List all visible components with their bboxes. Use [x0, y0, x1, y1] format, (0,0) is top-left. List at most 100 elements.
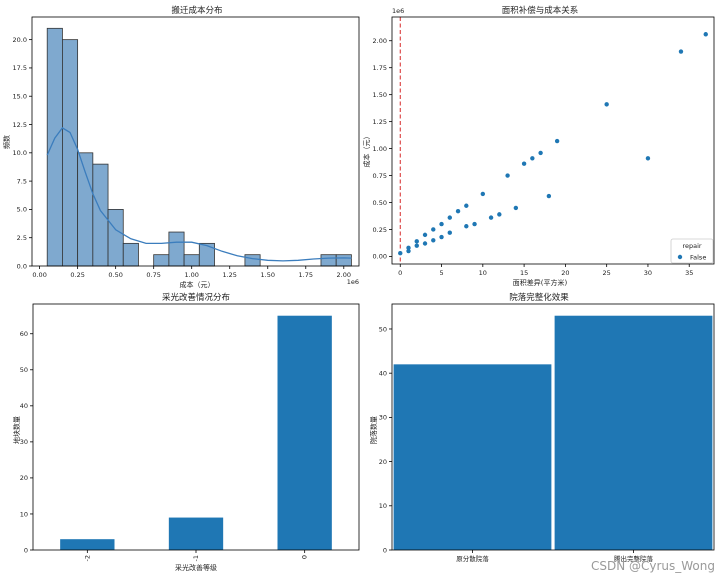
- y-tick-label: 20: [20, 474, 28, 482]
- scatter-point: [422, 232, 428, 238]
- x-tick-label: 25: [603, 269, 611, 277]
- scatter-point: [497, 212, 502, 217]
- scatter-point: [439, 221, 444, 227]
- x-tick-label: 0.00: [32, 271, 46, 279]
- x-axis-label: 采光改善等级: [175, 563, 217, 572]
- histogram-bar: [107, 209, 124, 267]
- scatter-point: [464, 203, 469, 208]
- y-axis-label: 成本（元）: [362, 133, 371, 168]
- legend-marker: [677, 254, 683, 260]
- y-tick-label: 1.75: [373, 64, 387, 72]
- y-axis-label: 院落数量: [369, 416, 378, 444]
- scatter-point: [505, 173, 510, 178]
- histogram-bar: [198, 242, 215, 267]
- y-tick-label: 1.00: [373, 145, 387, 153]
- scatter-point: [513, 205, 519, 211]
- x-tick-label: 1.75: [299, 271, 313, 279]
- x-tick-label: 0.75: [146, 271, 160, 279]
- bar: [60, 539, 115, 550]
- histogram-bar: [244, 254, 261, 267]
- histogram-bar: [153, 254, 170, 267]
- scatter-point: [530, 156, 535, 161]
- y-tick-label: 40: [379, 369, 387, 377]
- y-tick-label: 0: [24, 546, 28, 554]
- histogram-bar: [46, 27, 63, 267]
- x-tick-label: 1.00: [184, 271, 198, 279]
- x-axis-label: 成本（元）: [180, 280, 215, 289]
- histogram-bar: [77, 152, 94, 267]
- x-tick-label: 原分散院落: [456, 554, 489, 563]
- scatter-point: [455, 208, 461, 214]
- y-tick-label: 5.0: [17, 206, 27, 214]
- scatter-point: [538, 150, 543, 156]
- histogram-bar: [183, 254, 200, 267]
- x-tick-label: 1.50: [261, 271, 275, 279]
- y-tick-label: 0.00: [373, 253, 387, 261]
- y-tick-label: 2.00: [373, 37, 387, 45]
- scatter-point: [422, 241, 428, 246]
- x-tick-label: 0: [301, 555, 309, 559]
- legend: repair False: [670, 238, 714, 264]
- y-tick-label: 0.75: [373, 172, 387, 180]
- scatter-point: [546, 193, 552, 199]
- x-tick-label: 10: [479, 269, 487, 277]
- y-tick-label: 40: [20, 402, 28, 410]
- y-tick-label: 12.5: [13, 121, 27, 129]
- x-tick-label: 5: [439, 269, 443, 277]
- histogram-bar: [92, 163, 109, 267]
- scatter-point: [431, 238, 436, 243]
- scatter-point: [554, 138, 560, 144]
- panel-title: 院落完整化效果: [509, 292, 569, 303]
- y-tick-label: 15.0: [13, 93, 27, 101]
- scatter-point: [488, 215, 494, 220]
- bar: [168, 517, 224, 550]
- histogram-bar: [335, 254, 352, 267]
- y-tick-label: 2.5: [17, 234, 27, 242]
- scatter-point: [431, 227, 436, 232]
- x-tick-label: 30: [644, 269, 652, 277]
- y-tick-label: 0.50: [373, 199, 387, 207]
- histogram-bar: [168, 231, 185, 267]
- x-tick-label: 35: [685, 269, 693, 277]
- y-tick-label: 17.5: [13, 64, 27, 72]
- panel-title: 面积补偿与成本关系: [502, 5, 579, 16]
- scatter-point: [406, 245, 411, 251]
- histogram-panel: 搬迁成本分布 成本（元） 频数 1e6 0.0 2.5 5.0 7.5 10.0 12.5…: [2, 5, 360, 289]
- scatter-point: [464, 224, 469, 229]
- scatter-point: [439, 234, 444, 240]
- scatter-point: [678, 49, 684, 54]
- panel-title: 搬迁成本分布: [171, 5, 222, 16]
- legend-label: False: [690, 254, 706, 262]
- y-tick-label: 10.0: [13, 149, 27, 157]
- scatter-point: [398, 251, 403, 256]
- watermark: CSDN @Cyrus_Wong: [590, 559, 715, 573]
- courtyard-bar-panel: 院落完整化效果 院落数量 0 10 20 30 40 50 原分散院落 腾出完整院落: [369, 292, 715, 563]
- x-tick-label: 1.25: [222, 271, 236, 279]
- y-tick-label: 0.0: [17, 262, 27, 270]
- offset-label: 1e6: [347, 278, 359, 286]
- axes-frame: [391, 303, 715, 551]
- legend-title: repair: [682, 242, 701, 250]
- y-tick-label: 30: [379, 414, 387, 422]
- y-tick-label: 30: [20, 438, 28, 446]
- scatter-point: [604, 102, 609, 107]
- histogram-bar: [62, 39, 79, 267]
- y-tick-label: 0: [383, 546, 387, 554]
- scatter-point: [472, 221, 477, 227]
- y-tick-label: 7.5: [17, 177, 27, 185]
- x-tick-label: -2: [83, 555, 91, 561]
- y-axis-label: 频数: [2, 135, 11, 149]
- y-tick-label: 0.25: [373, 226, 387, 234]
- lighting-bar-panel: 采光改善情况分布 采光改善等级 地块数量 0 10 20 30 40 50 60 -2 -1 0: [12, 292, 360, 572]
- y-tick-label: 50: [379, 325, 387, 333]
- bar: [393, 364, 552, 550]
- x-tick-label: 2.00: [337, 271, 351, 279]
- axes-frame: [31, 16, 360, 267]
- y-tick-label: 50: [20, 366, 28, 374]
- axes-frame: [391, 16, 715, 265]
- y-axis-label: 地块数量: [12, 416, 21, 444]
- y-tick-label: 60: [20, 330, 28, 338]
- offset-label: 1e6: [392, 7, 404, 15]
- x-axis-label: 面积差异(平方米): [513, 278, 568, 287]
